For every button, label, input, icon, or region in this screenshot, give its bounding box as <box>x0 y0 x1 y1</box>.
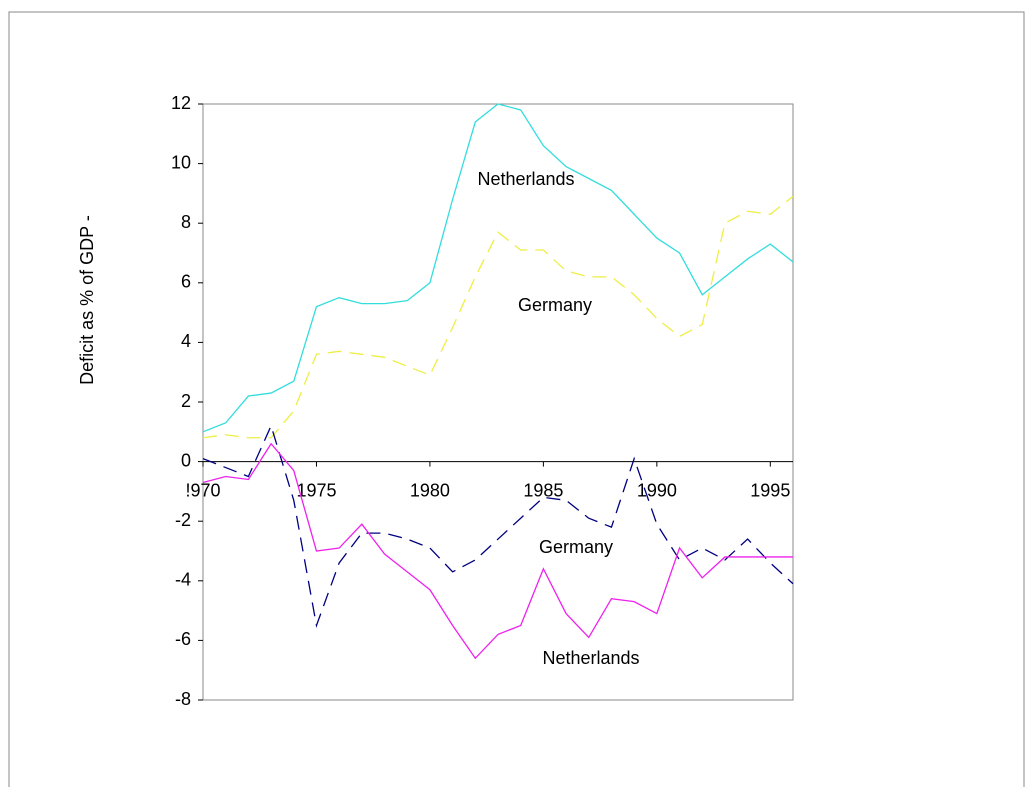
x-tick-label: 1985 <box>523 480 563 500</box>
y-tick-label: 6 <box>181 272 191 292</box>
y-tick-label: 8 <box>181 212 191 232</box>
series-label: Netherlands <box>542 648 639 668</box>
x-tick-label: 1995 <box>750 480 790 500</box>
series-label: Germany <box>539 537 613 557</box>
series-label: Netherlands <box>477 169 574 189</box>
y-tick-label: -4 <box>175 570 191 590</box>
y-axis-label: Deficit as % of GDP - <box>77 215 97 385</box>
page-frame <box>8 11 1025 787</box>
y-tick-label: 4 <box>181 331 191 351</box>
plot-frame <box>202 103 794 701</box>
series-line <box>202 195 794 439</box>
y-tick-label: 12 <box>171 93 191 113</box>
y-tick-label: 2 <box>181 391 191 411</box>
x-tick-label: 1990 <box>637 480 677 500</box>
x-tick-label: 1980 <box>410 480 450 500</box>
y-tick-label: -2 <box>175 510 191 530</box>
x-tick-label: !970 <box>185 480 220 500</box>
y-tick-label: 0 <box>181 450 191 470</box>
series-line <box>202 423 794 628</box>
y-tick-label: -8 <box>175 689 191 709</box>
y-tick-label: 10 <box>171 152 191 172</box>
series-line <box>202 442 793 660</box>
series-label: Germany <box>518 295 592 315</box>
y-tick-label: -6 <box>175 629 191 649</box>
x-tick-label: 1975 <box>296 480 336 500</box>
series-line <box>202 103 794 433</box>
